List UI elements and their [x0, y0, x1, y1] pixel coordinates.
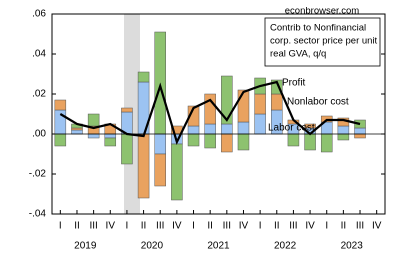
bar-segment — [237, 89, 250, 123]
x-tick-label: II — [274, 221, 280, 232]
x-tick-label: IV — [372, 221, 382, 232]
annotation: Contrib to Nonfinancial — [270, 23, 366, 34]
y-tick-label: .06 — [32, 9, 46, 20]
bar-segment — [154, 133, 166, 155]
bar-segment — [304, 133, 316, 151]
y-tick-label: .00 — [32, 129, 46, 140]
bar-segment — [271, 79, 283, 95]
year-label: 2019 — [74, 241, 97, 252]
bar-segment — [104, 137, 117, 147]
bar-segment — [154, 153, 166, 187]
x-tick-label: I — [192, 221, 195, 232]
bar-segment — [137, 133, 150, 199]
bar-segment — [54, 109, 67, 135]
y-tick-label: .02 — [32, 89, 46, 100]
y-tick-label: -.04 — [29, 209, 47, 220]
bar-segment — [320, 133, 333, 153]
x-tick-label: III — [156, 221, 164, 232]
bar-segment — [54, 99, 67, 111]
x-tick-label: I — [126, 221, 129, 232]
x-tick-label: III — [289, 221, 297, 232]
x-tick-label: II — [341, 221, 347, 232]
bar-segment — [254, 93, 266, 115]
source: econbrowser.com — [285, 6, 360, 17]
series-label: Nonlabor cost — [287, 97, 349, 108]
bar-segment — [187, 133, 200, 147]
x-tick-label: I — [59, 221, 62, 232]
x-tick-label: I — [259, 221, 262, 232]
year-label: 2021 — [207, 241, 230, 252]
bar-segment — [71, 129, 83, 135]
annotation: real GVA, q/q — [270, 49, 326, 60]
annotation: corp. sector price per unit — [270, 36, 378, 47]
bar-segment — [354, 127, 366, 135]
bar-segment — [187, 105, 200, 127]
x-tick-label: II — [74, 221, 80, 232]
annotation-box — [264, 17, 381, 67]
bar-segment — [304, 123, 316, 129]
bar-segment — [204, 133, 216, 149]
bar-segment — [104, 133, 117, 139]
bar-segment — [237, 133, 250, 151]
bar-segment — [71, 127, 83, 131]
bar-segment — [204, 93, 216, 125]
year-label: 2020 — [141, 241, 164, 252]
x-tick-label: III — [356, 221, 364, 232]
x-tick-label: III — [89, 221, 97, 232]
y-tick-label: .04 — [32, 49, 46, 60]
bar-segment — [87, 133, 100, 139]
total-line — [59, 80, 361, 146]
bar-segment — [121, 133, 133, 165]
bar-segment — [121, 107, 133, 113]
bar-segment — [337, 125, 350, 135]
x-tick-label: IV — [239, 221, 249, 232]
series-label: Labor cost — [268, 123, 315, 134]
bar-segment — [254, 113, 266, 135]
bar-segment — [221, 133, 233, 153]
year-label: 2023 — [341, 241, 364, 252]
bar-segment — [54, 133, 67, 147]
x-tick-label: IV — [305, 221, 315, 232]
x-tick-label: IV — [172, 221, 182, 232]
bar-segment — [87, 113, 100, 127]
series-label: Profit — [282, 78, 306, 89]
bar-segment — [354, 133, 366, 139]
bar-segment — [204, 123, 216, 135]
bar-segment — [171, 143, 183, 201]
bar-segment — [287, 133, 300, 147]
bar-segment — [137, 71, 150, 83]
x-tick-label: II — [207, 221, 213, 232]
bar-segment — [237, 121, 250, 135]
bar-segment — [221, 123, 233, 135]
y-tick-label: -.02 — [29, 169, 47, 180]
x-tick-label: II — [141, 221, 147, 232]
x-tick-label: I — [325, 221, 328, 232]
x-tick-label: III — [223, 221, 231, 232]
plot-frame — [51, 13, 386, 215]
bar-segment — [271, 93, 283, 111]
bar-segment — [187, 125, 200, 135]
bar-segment — [337, 133, 350, 141]
year-label: 2022 — [274, 241, 297, 252]
bar-segment — [221, 75, 233, 125]
x-tick-label: IV — [106, 221, 116, 232]
